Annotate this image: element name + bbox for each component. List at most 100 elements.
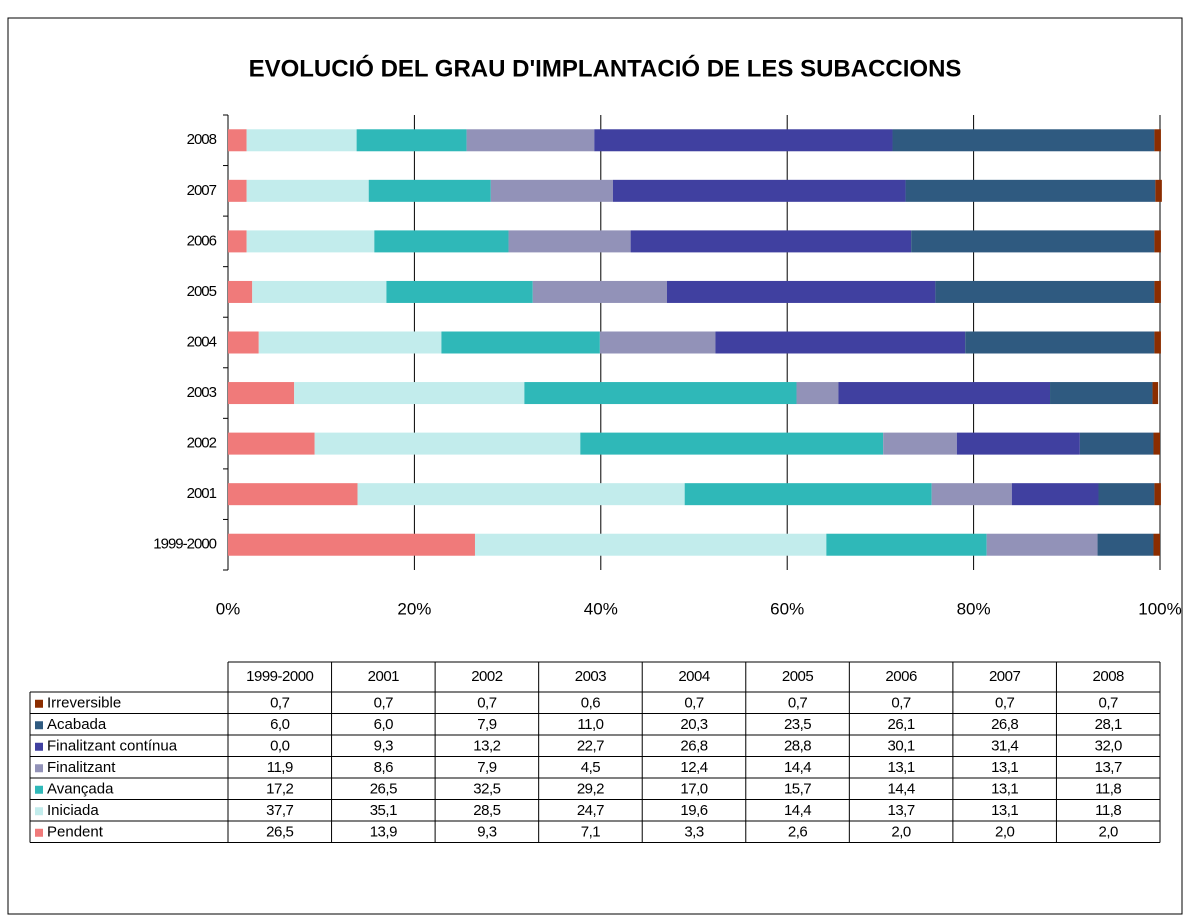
legend-swatch xyxy=(35,721,43,730)
table-cell: 35,1 xyxy=(370,802,397,819)
table-cell: 13,9 xyxy=(370,824,397,841)
table-header: 2005 xyxy=(782,668,814,685)
table-cell: 0,7 xyxy=(891,695,911,712)
table-cell: 19,6 xyxy=(680,802,707,819)
table-cell: 32,5 xyxy=(473,781,500,798)
bar-segment xyxy=(294,382,525,405)
bar-segment xyxy=(466,129,595,152)
bar-segment xyxy=(599,331,716,354)
table-cell: 13,1 xyxy=(991,802,1018,819)
y-tick-label: 2006 xyxy=(187,232,217,249)
bar-segment xyxy=(580,432,884,455)
table-cell: 7,9 xyxy=(477,716,497,733)
legend-swatch xyxy=(35,807,43,816)
legend-label: Finalitzant contínua xyxy=(47,738,178,755)
table-header: 2001 xyxy=(368,668,400,685)
bar-segment xyxy=(1153,533,1160,556)
table-cell: 20,3 xyxy=(680,716,707,733)
bar-segment xyxy=(258,331,442,354)
bar-segment xyxy=(314,432,581,455)
table-cell: 0,7 xyxy=(1099,695,1119,712)
y-tick-label: 2002 xyxy=(187,435,217,452)
bar-segment xyxy=(508,230,631,253)
table-cell: 8,6 xyxy=(374,759,394,776)
legend-swatch xyxy=(35,764,43,773)
bar-segment xyxy=(1011,483,1099,506)
table-cell: 13,2 xyxy=(473,738,500,755)
table-cell: 32,0 xyxy=(1095,738,1122,755)
bar-segment xyxy=(252,280,387,303)
bar-segment xyxy=(1154,331,1161,354)
bar-segment xyxy=(228,432,315,455)
bar-segment xyxy=(826,533,987,556)
table-cell: 12,4 xyxy=(680,759,707,776)
table-cell: 13,1 xyxy=(991,781,1018,798)
table-cell: 2,0 xyxy=(1099,824,1119,841)
table-header: 2003 xyxy=(575,668,607,685)
x-tick-label: 40% xyxy=(584,599,618,618)
bar-segment xyxy=(357,483,685,506)
bar-segment xyxy=(1098,483,1155,506)
y-tick-label: 2008 xyxy=(187,131,217,148)
table-cell: 14,4 xyxy=(888,781,915,798)
bar-segment xyxy=(715,331,966,354)
x-tick-label: 60% xyxy=(770,599,804,618)
table-cell: 14,4 xyxy=(784,802,811,819)
bar-segment xyxy=(228,533,475,556)
bar-segment xyxy=(1050,382,1153,405)
table-cell: 29,2 xyxy=(577,781,604,798)
table-cell: 2,6 xyxy=(788,824,808,841)
bar-segment xyxy=(883,432,957,455)
bar-segment xyxy=(228,382,295,405)
bar-segment xyxy=(594,129,893,152)
table-cell: 14,4 xyxy=(784,759,811,776)
table-cell: 9,3 xyxy=(374,738,394,755)
bar-segment xyxy=(931,483,1012,506)
bar-segment xyxy=(796,382,839,405)
table-cell: 23,5 xyxy=(784,716,811,733)
table-cell: 26,1 xyxy=(888,716,915,733)
y-tick-label: 2004 xyxy=(187,333,217,350)
y-tick-label: 2007 xyxy=(187,182,217,199)
legend-swatch xyxy=(35,742,43,751)
x-tick-label: 0% xyxy=(216,599,241,618)
x-tick-label: 100% xyxy=(1138,599,1181,618)
y-tick-label: 1999-2000 xyxy=(153,536,216,553)
bar-segment xyxy=(228,331,259,354)
table-header: 2007 xyxy=(989,668,1021,685)
bar-segment xyxy=(356,129,467,152)
bar-segment xyxy=(1154,129,1161,152)
bar-segment xyxy=(911,230,1155,253)
frame xyxy=(7,17,1183,915)
table-cell: 26,5 xyxy=(370,781,397,798)
bar-segment xyxy=(1154,230,1161,253)
bar-segment xyxy=(532,280,667,303)
bar-segment xyxy=(246,230,375,253)
bar-segment xyxy=(905,179,1156,202)
table-cell: 28,5 xyxy=(473,802,500,819)
table-header: 2006 xyxy=(885,668,917,685)
bar-segment xyxy=(1155,179,1162,202)
bar-segment xyxy=(965,331,1155,354)
y-tick-label: 2001 xyxy=(187,485,217,502)
table-cell: 2,0 xyxy=(891,824,911,841)
table-cell: 11,0 xyxy=(577,716,603,733)
bar-segment xyxy=(956,432,1080,455)
table-header: 2002 xyxy=(471,668,503,685)
table-cell: 0,7 xyxy=(684,695,704,712)
bar-segment xyxy=(1079,432,1154,455)
legend-swatch xyxy=(35,828,43,837)
bar-segment xyxy=(1153,432,1160,455)
table-cell: 7,1 xyxy=(581,824,601,841)
table-header: 1999-2000 xyxy=(246,668,313,685)
table-cell: 6,0 xyxy=(374,716,394,733)
bar-segment xyxy=(228,129,247,152)
table-cell: 11,9 xyxy=(267,759,293,776)
table-cell: 37,7 xyxy=(266,802,293,819)
bar-segment xyxy=(441,331,600,354)
table-cell: 0,6 xyxy=(581,695,601,712)
table-cell: 13,7 xyxy=(888,802,915,819)
table-cell: 0,0 xyxy=(270,738,290,755)
bar-segment xyxy=(524,382,797,405)
y-tick-label: 2005 xyxy=(187,283,217,300)
